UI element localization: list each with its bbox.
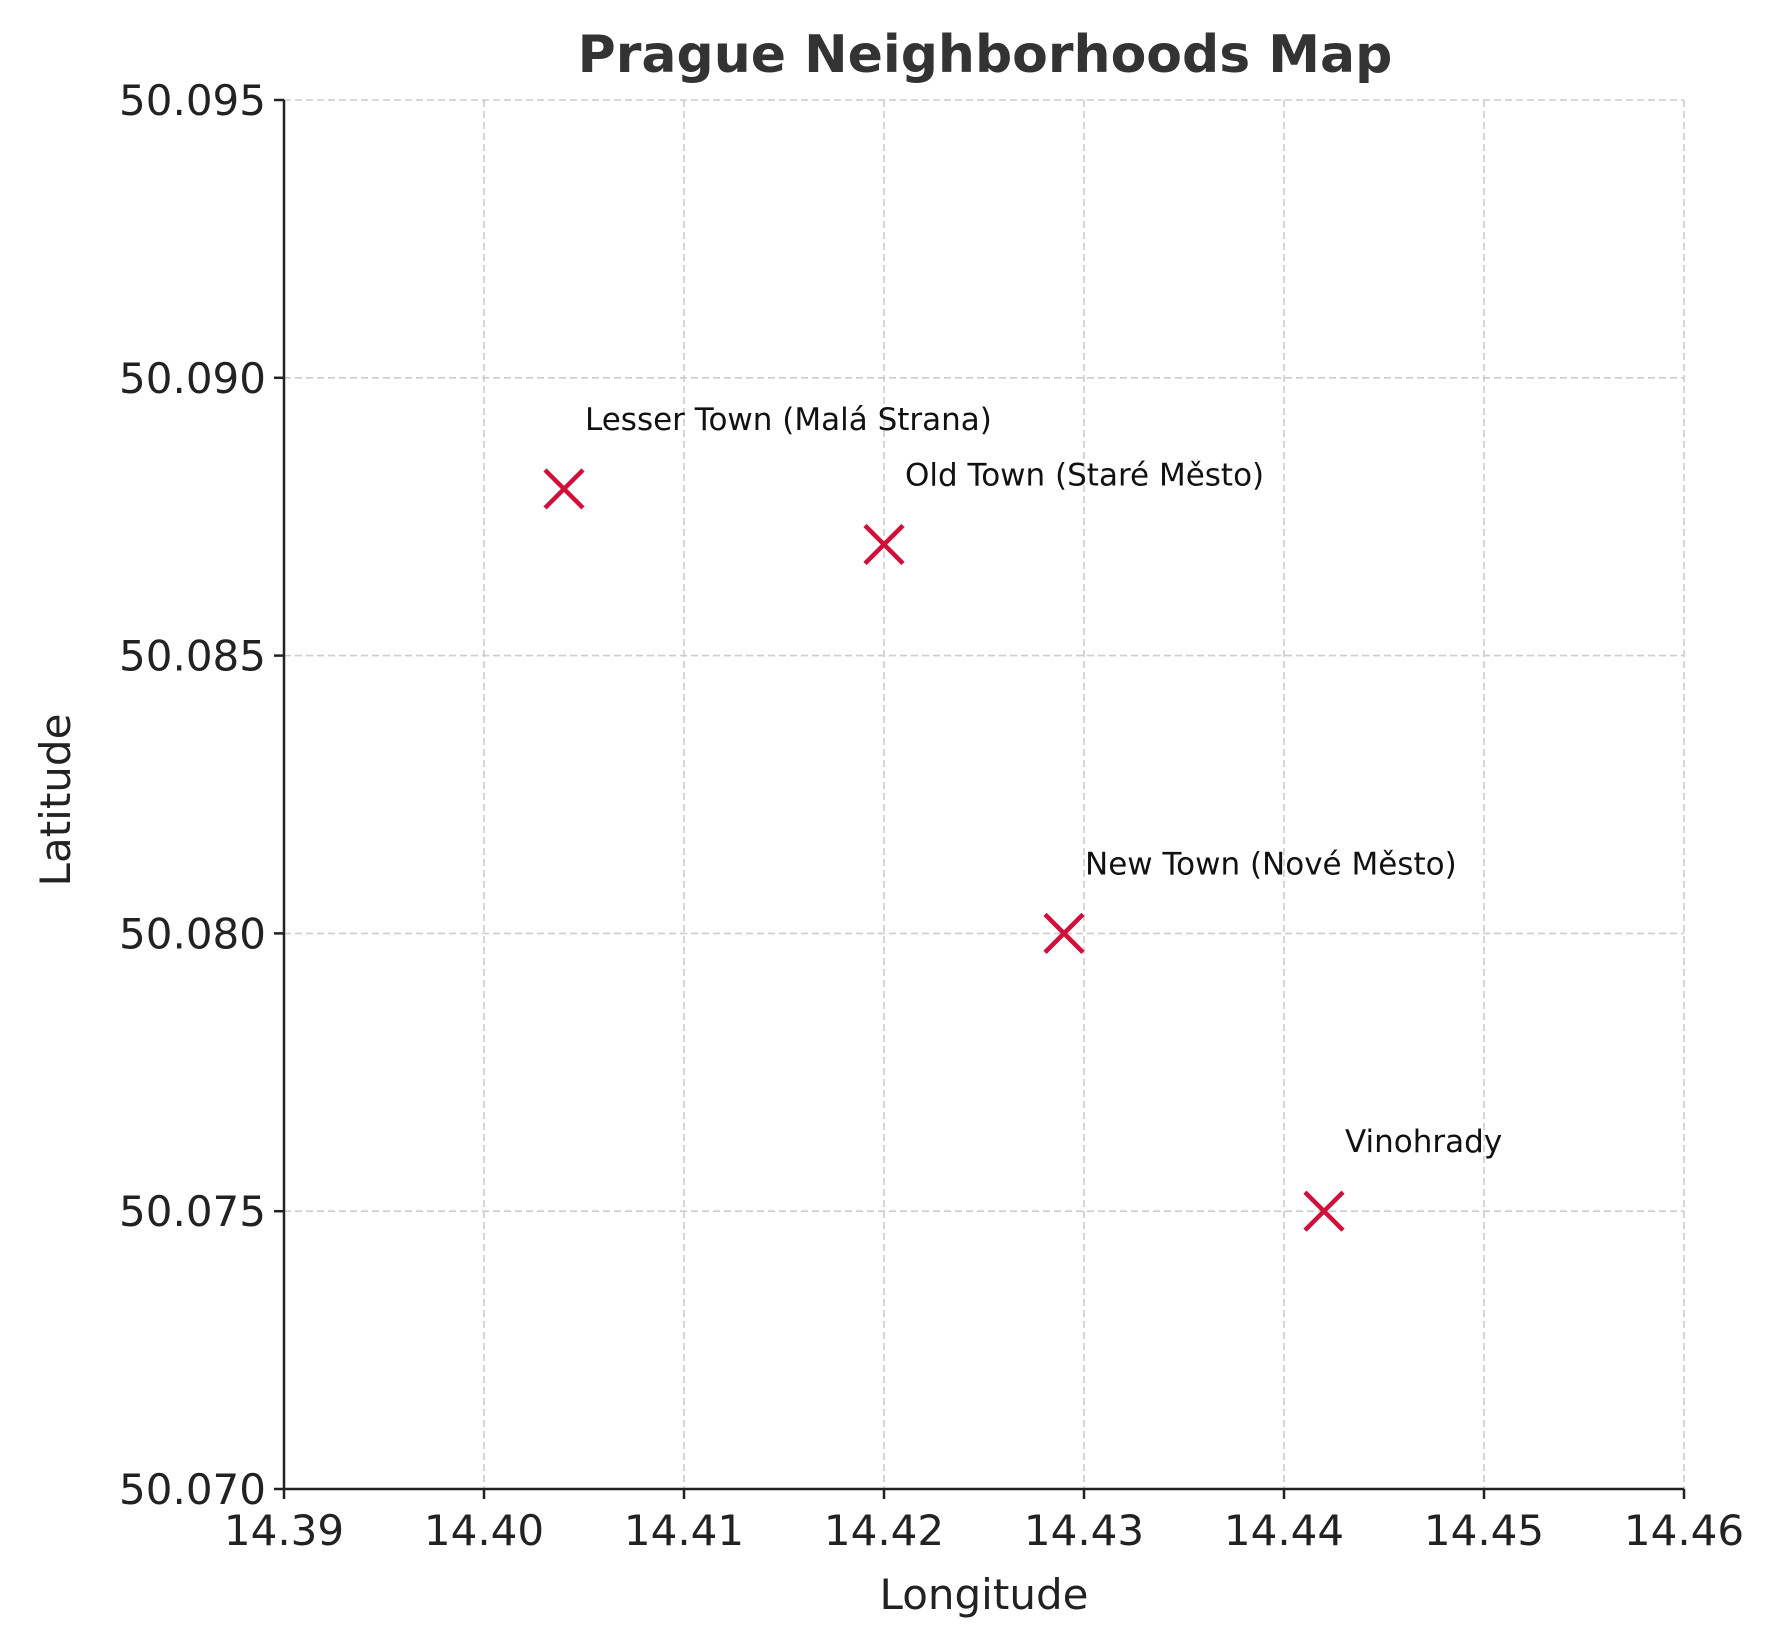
data-point: New Town (Nové Město) [1043,846,1457,954]
point-label: Vinohrady [1345,1124,1502,1160]
y-tick-label: 50.075 [119,1187,266,1236]
data-point: Lesser Town (Malá Strana) [543,402,992,510]
data-points: Lesser Town (Malá Strana) Old Town (Staré… [543,402,1502,1232]
point-label: Old Town (Staré Město) [905,457,1264,493]
data-point: Old Town (Staré Město) [863,457,1264,566]
x-marker [543,468,585,510]
data-point: Vinohrady [1303,1124,1502,1232]
x-tick-label: 14.45 [1424,1506,1544,1555]
y-tick-label: 50.070 [119,1465,266,1514]
axis-ticks: 14.39 14.40 14.41 14.42 14.43 14.44 14.45 14.46… [119,76,1744,1555]
y-tick-label: 50.095 [119,76,266,125]
x-marker [1303,1190,1345,1232]
y-tick-label: 50.080 [119,909,266,958]
x-tick-label: 14.40 [424,1506,544,1555]
y-tick-label: 50.090 [119,354,266,403]
x-marker [1043,912,1085,954]
x-tick-label: 14.42 [824,1506,944,1555]
chart-title: Prague Neighborhoods Map [578,25,1393,85]
y-axis-label: Latitude [31,714,80,887]
x-tick-label: 14.39 [224,1506,344,1555]
x-tick-label: 14.44 [1224,1506,1344,1555]
y-tick-label: 50.085 [119,632,266,681]
grid-lines [284,99,1685,1489]
axes-spines [282,100,1684,1491]
x-axis-label: Longitude [880,1570,1089,1619]
x-tick-label: 14.46 [1624,1506,1744,1555]
point-label: New Town (Nové Město) [1085,846,1457,882]
point-label: Lesser Town (Malá Strana) [585,402,992,438]
x-tick-label: 14.41 [624,1506,744,1555]
x-marker [863,523,905,566]
x-tick-label: 14.43 [1024,1506,1144,1555]
